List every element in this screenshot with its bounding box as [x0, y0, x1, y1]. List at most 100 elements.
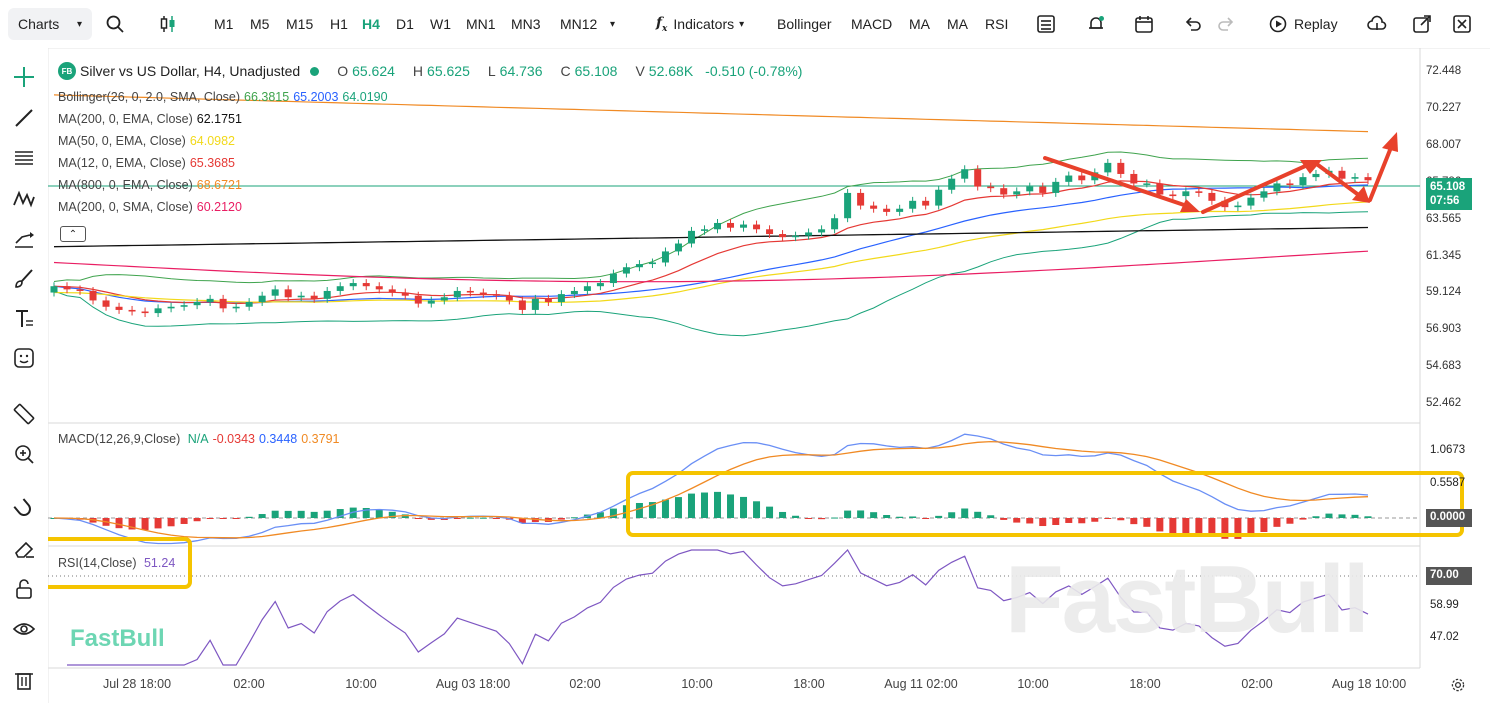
- layout-icon[interactable]: [1036, 0, 1056, 48]
- candle-body: [1104, 162, 1112, 173]
- timeframe-mn1[interactable]: MN1: [466, 16, 496, 32]
- settings-gear-icon[interactable]: [1450, 677, 1466, 698]
- calendar-icon[interactable]: [1134, 0, 1154, 48]
- time-axis-label: 18:00: [1129, 677, 1161, 691]
- macd-histogram-bar: [1325, 513, 1333, 518]
- indicators-button[interactable]: fx Indicators ▾: [656, 0, 744, 48]
- quick-indicator-macd[interactable]: MACD: [851, 16, 893, 32]
- quick-indicator-ma[interactable]: MA: [909, 16, 930, 32]
- close-panel-icon[interactable]: [1452, 0, 1472, 48]
- candle-body: [779, 234, 787, 238]
- zoom-in-icon[interactable]: [10, 440, 38, 468]
- candle-body: [1078, 175, 1086, 181]
- quick-indicator-ma[interactable]: MA: [947, 16, 968, 32]
- candlestick-type-icon[interactable]: [158, 0, 178, 48]
- quick-indicator-bollinger[interactable]: Bollinger: [777, 16, 832, 32]
- timeframe-m1[interactable]: M1: [214, 16, 234, 32]
- candle-body: [219, 298, 227, 309]
- timeframe-m5[interactable]: M5: [250, 16, 270, 32]
- macd-histogram-bar: [596, 512, 604, 518]
- candle-body: [674, 243, 682, 252]
- macd-histogram-bar: [1260, 518, 1268, 533]
- chevron-down-icon: ▾: [76, 18, 82, 30]
- quick-indicator-rsi[interactable]: RSI: [985, 16, 1009, 32]
- timeframe-h1[interactable]: H1: [330, 16, 348, 32]
- lock-icon[interactable]: [10, 575, 38, 603]
- timeframe-mn3[interactable]: MN3: [511, 16, 541, 32]
- time-axis-label: Jul 28 18:00: [102, 677, 172, 691]
- timeframe-d1[interactable]: D1: [396, 16, 414, 32]
- indicator-legend[interactable]: MA(200, 0, SMA, Close) 60.2120: [58, 200, 246, 214]
- crosshair-icon[interactable]: [10, 63, 38, 91]
- candle-body: [102, 300, 110, 307]
- timeframe-mn12[interactable]: MN12: [560, 16, 598, 32]
- redo-icon[interactable]: [1216, 0, 1236, 48]
- candle-body: [648, 262, 656, 265]
- candle-body: [1117, 162, 1125, 174]
- macd-legend[interactable]: MACD(12,26,9,Close) N/A -0.0343 0.3448 0.37…: [58, 432, 347, 446]
- timeframe-m15[interactable]: M15: [286, 16, 314, 32]
- undo-icon[interactable]: [1183, 0, 1203, 48]
- bar-countdown: 07:56: [1430, 195, 1460, 207]
- indicator-value: 65.2003: [293, 90, 339, 104]
- collapse-legend-button[interactable]: ⌃: [60, 226, 86, 242]
- ruler-icon[interactable]: [10, 400, 38, 428]
- macd-histogram-bar: [1273, 518, 1281, 527]
- magnet-icon[interactable]: [10, 495, 38, 523]
- price-axis-label: 70.227: [1426, 101, 1462, 114]
- candle-body: [479, 292, 487, 295]
- candle-body: [375, 286, 383, 290]
- price-axis-label: 72.448: [1426, 65, 1462, 77]
- projection-icon[interactable]: [10, 225, 38, 253]
- timeframe-w1[interactable]: W1: [430, 16, 451, 32]
- share-icon[interactable]: [1412, 0, 1432, 48]
- rsi-legend[interactable]: RSI(14,Close) 51.24: [58, 556, 179, 570]
- search-icon[interactable]: [105, 0, 125, 48]
- timeframe-more-icon[interactable]: ▾: [610, 18, 616, 30]
- candle-body: [805, 232, 813, 236]
- chevron-down-icon: ▾: [739, 18, 745, 30]
- candle-body: [766, 229, 774, 235]
- eraser-icon[interactable]: [10, 535, 38, 563]
- macd-histogram-bar: [661, 499, 669, 518]
- replay-button[interactable]: Replay: [1268, 0, 1338, 48]
- macd-histogram-bar: [258, 514, 266, 518]
- candle-body: [1156, 183, 1164, 195]
- macd-histogram-bar: [674, 497, 682, 518]
- macd-histogram-bar: [714, 491, 722, 518]
- candle-body: [974, 169, 982, 187]
- horizontal-lines-icon[interactable]: [10, 144, 38, 172]
- macd-histogram-bar: [362, 507, 370, 518]
- candle-body: [727, 222, 735, 228]
- price-axis-label: 56.903: [1426, 323, 1462, 336]
- indicator-legend[interactable]: MA(50, 0, EMA, Close) 64.0982: [58, 134, 239, 148]
- candle-body: [76, 289, 84, 291]
- emoji-icon[interactable]: [10, 344, 38, 372]
- volume-label: V: [635, 63, 645, 79]
- text-tool-icon[interactable]: [10, 305, 38, 333]
- candle-body: [922, 200, 930, 206]
- charts-dropdown[interactable]: Charts ▾: [8, 8, 92, 40]
- trash-icon[interactable]: [10, 666, 38, 694]
- eye-icon[interactable]: [10, 615, 38, 643]
- timeframe-h4[interactable]: H4: [362, 16, 380, 32]
- cloud-save-icon[interactable]: [1367, 0, 1387, 48]
- symbol-title[interactable]: Silver vs US Dollar, H4, Unadjusted: [80, 63, 301, 79]
- indicator-legend[interactable]: MA(12, 0, EMA, Close) 65.3685: [58, 156, 239, 170]
- indicator-legend[interactable]: Bollinger(26, 0, 2.0, SMA, Close) 66.3815…: [58, 90, 392, 104]
- time-axis-label: 10:00: [345, 677, 377, 691]
- macd-histogram-bar: [766, 506, 774, 518]
- pattern-icon[interactable]: [10, 185, 38, 213]
- candle-body: [1065, 175, 1073, 182]
- trend-line-icon[interactable]: [10, 104, 38, 132]
- indicator-legend[interactable]: MA(800, 0, EMA, Close) 68.6721: [58, 178, 246, 192]
- macd-label: MACD(12,26,9,Close): [58, 432, 181, 446]
- low-label: L: [487, 63, 496, 79]
- macd-histogram-bar: [531, 518, 539, 522]
- brush-icon[interactable]: [10, 265, 38, 293]
- indicator-legend[interactable]: MA(200, 0, EMA, Close) 62.1751: [58, 112, 246, 126]
- volume-value: 52.68K: [648, 63, 694, 79]
- time-axis-label: 02:00: [569, 677, 601, 691]
- alert-bell-icon[interactable]: [1086, 0, 1106, 48]
